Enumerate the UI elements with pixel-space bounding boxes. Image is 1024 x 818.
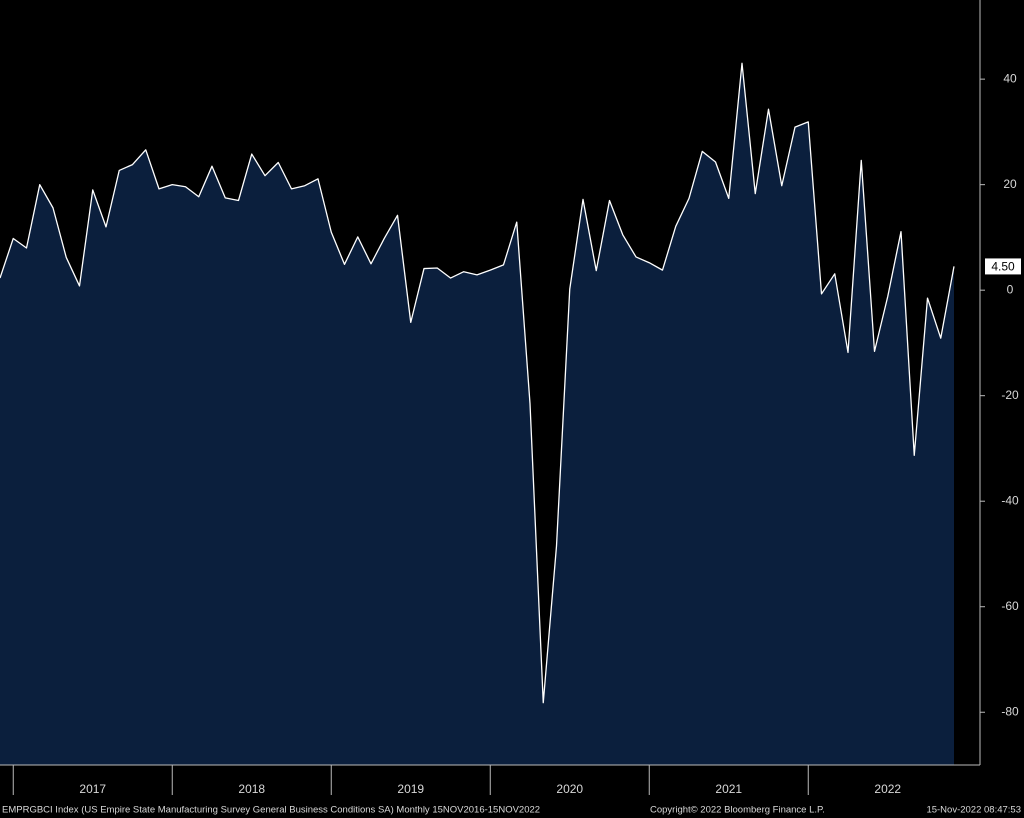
y-tick-label: -20 bbox=[1001, 388, 1019, 402]
last-value-label: 4.50 bbox=[991, 260, 1015, 274]
y-tick-label: 0 bbox=[1007, 282, 1014, 296]
x-tick-label: 2022 bbox=[874, 782, 901, 796]
y-tick-label: 40 bbox=[1003, 71, 1017, 85]
x-tick-label: 2021 bbox=[715, 782, 742, 796]
last-value-box bbox=[985, 258, 1021, 275]
area-fill bbox=[0, 63, 954, 766]
x-tick-label: 2017 bbox=[79, 782, 106, 796]
y-tick-label: -80 bbox=[1001, 704, 1019, 718]
series-line bbox=[0, 62, 955, 704]
copyright: Copyright© 2022 Bloomberg Finance L.P. bbox=[650, 805, 825, 816]
x-tick-label: 2019 bbox=[397, 782, 424, 796]
y-tick-label: 20 bbox=[1003, 177, 1017, 191]
x-tick-label: 2018 bbox=[238, 782, 265, 796]
x-tick-label: 2020 bbox=[556, 782, 583, 796]
y-tick-label: -60 bbox=[1001, 599, 1019, 613]
timestamp: 15-Nov-2022 08:47:53 bbox=[926, 805, 1021, 816]
y-tick-label: -40 bbox=[1001, 493, 1019, 507]
source-note: EMPRGBCI Index (US Empire State Manufact… bbox=[2, 805, 540, 816]
